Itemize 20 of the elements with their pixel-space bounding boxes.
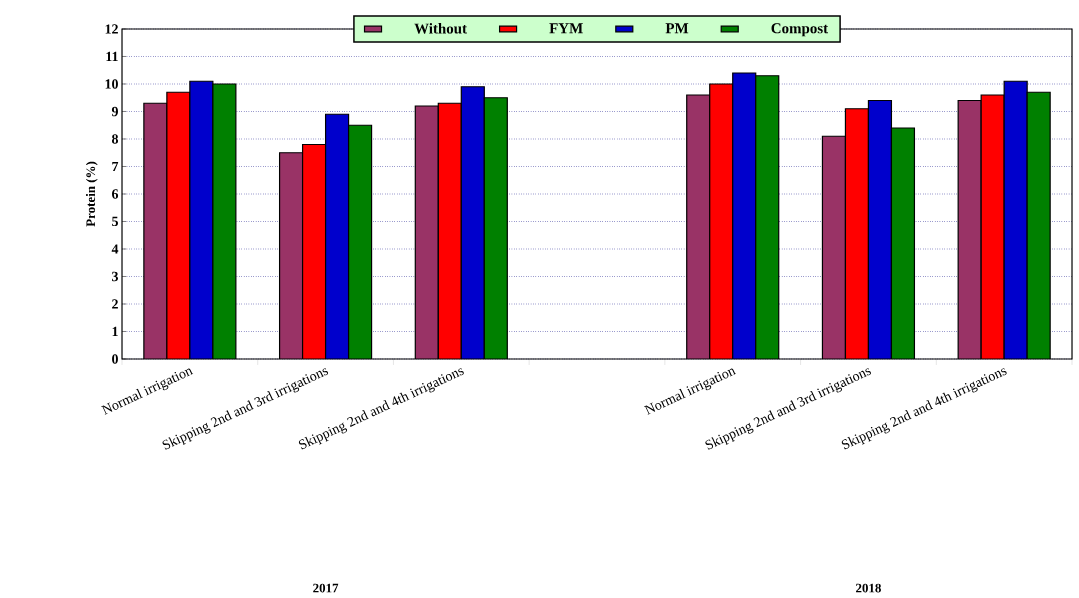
y-tick-label: 0 [112, 354, 118, 364]
legend-label: FYM [549, 23, 583, 34]
legend-label: Compost [771, 23, 829, 37]
y-axis-title: Protein (%) [85, 161, 98, 227]
y-tick-label: 3 [112, 271, 119, 282]
text: 2017 [313, 583, 339, 593]
y-tick-label: 10 [105, 79, 118, 89]
y-tick-label: 9 [111, 106, 118, 117]
y-tick-label: 11 [106, 51, 118, 62]
y-tick-label: 5 [112, 216, 118, 227]
y-tick-label: 8 [111, 134, 119, 144]
legend-label: PM [665, 23, 689, 34]
legend-label: Without [414, 23, 467, 34]
y-tick-label: 7 [112, 161, 119, 172]
y-tick-label: 4 [111, 244, 119, 254]
y-tick-label: 6 [112, 189, 119, 199]
y-tick-label: 1 [112, 326, 118, 337]
text: 2018 [856, 583, 881, 593]
y-tick-label: 12 [105, 24, 118, 34]
y-tick-label: 2 [112, 299, 118, 309]
